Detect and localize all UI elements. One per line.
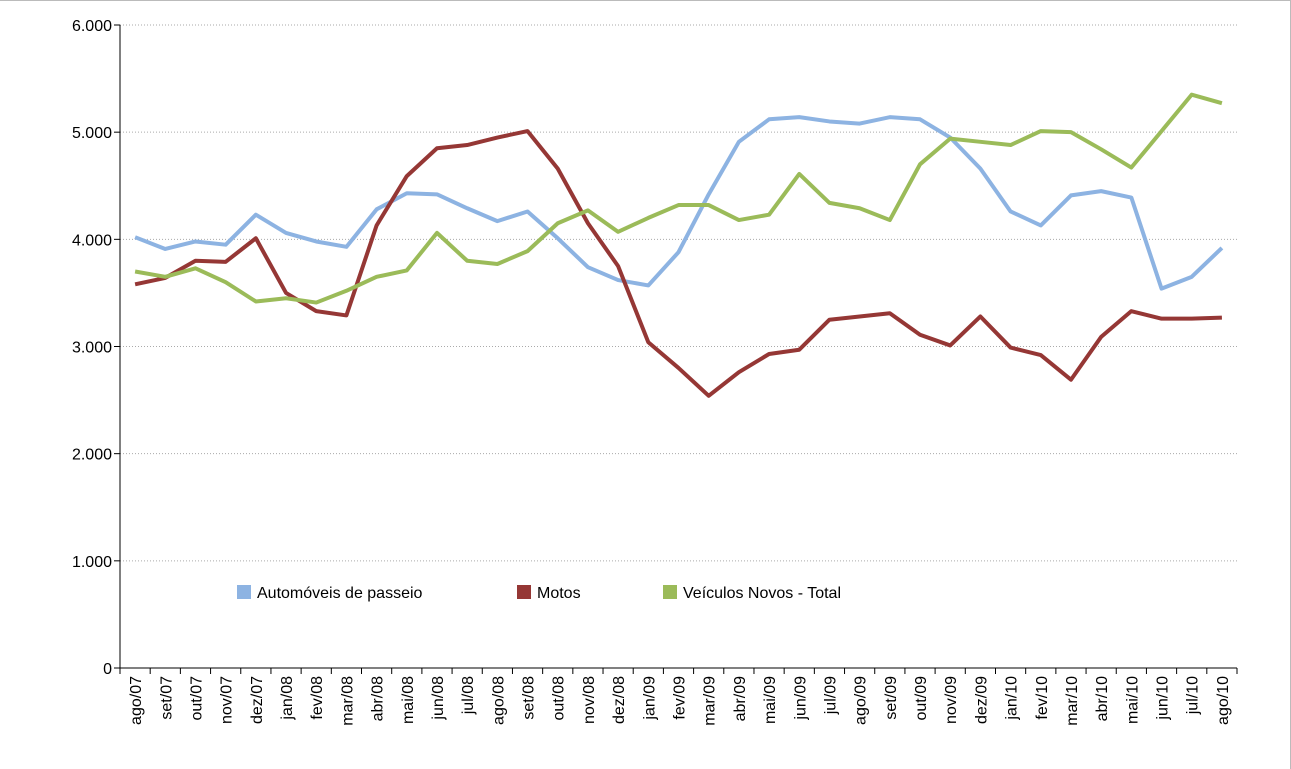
x-tick-label: abr/08 — [370, 676, 387, 721]
x-tick-label: ago/10 — [1215, 676, 1232, 725]
x-tick-label: set/09 — [883, 676, 900, 720]
x-tick-label: nov/09 — [943, 676, 960, 724]
x-tick-label: jun/10 — [1155, 676, 1172, 721]
y-tick-label: 5.000 — [72, 125, 112, 142]
y-tick-label: 4.000 — [72, 232, 112, 249]
x-tick-label: out/07 — [188, 676, 205, 721]
x-tick-label: out/09 — [913, 676, 930, 721]
x-tick-label: nov/08 — [581, 676, 598, 724]
legend-label: Motos — [537, 585, 581, 602]
y-tick-label: 3.000 — [72, 340, 112, 357]
x-tick-label: jul/09 — [822, 676, 839, 715]
series-line — [134, 92, 1223, 305]
x-tick-label: fev/10 — [1034, 676, 1051, 720]
legend-swatch — [663, 585, 677, 599]
series-line — [134, 129, 1222, 398]
x-tick-label: abr/09 — [732, 676, 749, 721]
x-tick-label: jan/08 — [279, 676, 296, 721]
x-tick-label: jun/08 — [430, 676, 447, 721]
y-tick-label: 1.000 — [72, 554, 112, 571]
y-tick-label: 2.000 — [72, 447, 112, 464]
x-tick-label: ago/09 — [853, 676, 870, 725]
x-tick-label: abr/10 — [1094, 676, 1111, 721]
x-tick-label: mai/09 — [762, 676, 779, 724]
x-tick-label: fev/08 — [309, 676, 326, 720]
x-tick-label: jan/10 — [1004, 676, 1021, 721]
x-tick-label: ago/07 — [128, 676, 145, 725]
x-tick-label: jul/08 — [460, 676, 477, 715]
legend-label: Automóveis de passeio — [257, 585, 423, 602]
legend-swatch — [237, 585, 251, 599]
x-tick-label: dez/08 — [611, 676, 628, 724]
legend-swatch — [517, 585, 531, 599]
x-tick-label: set/07 — [158, 676, 175, 720]
x-tick-label: jan/09 — [641, 676, 658, 721]
x-tick-label: mar/10 — [1064, 676, 1081, 726]
x-tick-label: nov/07 — [219, 676, 236, 724]
x-tick-label: ago/08 — [490, 676, 507, 725]
y-tick-label: 0 — [103, 661, 112, 678]
x-tick-label: out/08 — [551, 676, 568, 721]
x-tick-label: mai/08 — [400, 676, 417, 724]
x-tick-label: jul/10 — [1185, 676, 1202, 715]
x-tick-label: fev/09 — [672, 676, 689, 720]
x-tick-label: mar/09 — [702, 676, 719, 726]
legend-label: Veículos Novos - Total — [683, 585, 841, 602]
x-tick-label: set/08 — [521, 676, 538, 720]
x-tick-label: mai/10 — [1124, 676, 1141, 724]
x-tick-label: mar/08 — [339, 676, 356, 726]
x-tick-label: dez/09 — [973, 676, 990, 724]
x-tick-label: dez/07 — [249, 676, 266, 724]
x-tick-label: jun/09 — [792, 676, 809, 721]
series-line — [134, 115, 1224, 291]
y-tick-label: 6.000 — [72, 18, 112, 35]
